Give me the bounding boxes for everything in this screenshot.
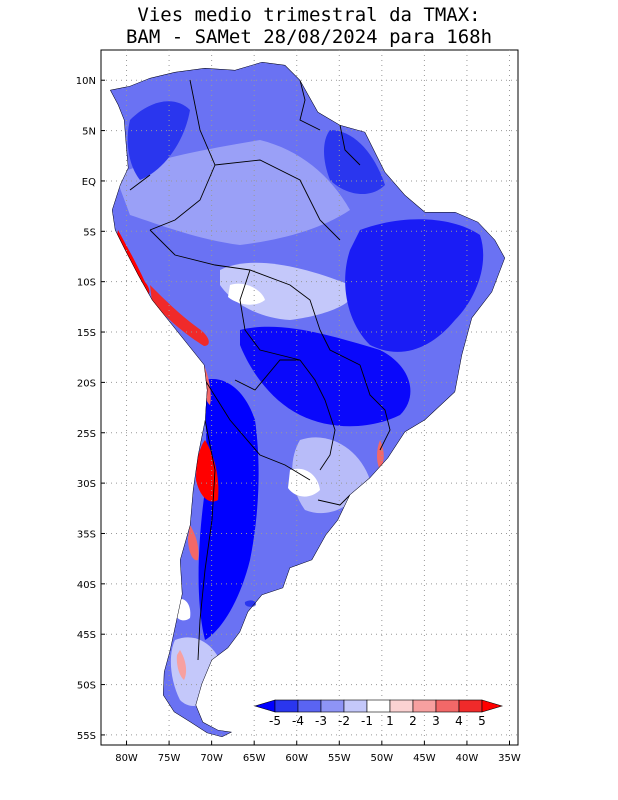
lat-tick-label: EQ [82,177,96,188]
lon-tick-label: 65W [243,753,266,764]
colorbar-box [389,699,414,713]
bias-core-andes-south [198,379,259,640]
colorbar-label: -1 [361,714,373,728]
map-title-line-1: Vies medio trimestral da TMAX: [137,4,481,26]
colorbar-label: 4 [455,714,463,728]
lat-tick-label: 40S [77,580,96,591]
bias-light-north [115,140,350,245]
bias-positive-fjords [176,650,187,680]
colorbar-box [274,699,299,713]
colorbar-label: -4 [292,714,304,728]
lat-tick-label: 45S [77,630,96,641]
colorbar-box [458,699,483,713]
colorbar-label: 1 [386,714,394,728]
bias-zero-patch-1 [228,283,265,305]
lon-tick-label: 75W [158,753,181,764]
colorbar-label: -5 [269,714,281,728]
lat-tick-label: 50S [77,681,96,692]
bias-positive-peru-andes [150,285,209,346]
bias-positive-south-brazil [377,440,384,470]
bias-core-guianas [324,130,385,195]
colorbar: -5 -4 -3 -2 -1 1 2 3 4 5 [253,699,504,728]
lat-tick-label: 5S [83,227,96,238]
colorbar-box [320,699,345,713]
lat-tick-label: 15S [77,328,96,339]
lon-tick-label: 60W [285,753,308,764]
lat-tick-label: 10N [76,76,96,87]
lon-tick-label: 55W [328,753,351,764]
lon-tick-label: 50W [371,753,394,764]
bias-light-central [220,262,354,320]
colorbar-label: -2 [338,714,350,728]
lat-tick-label: 55S [77,731,96,742]
colorbar-label: -3 [315,714,327,728]
colorbar-label: 3 [432,714,440,728]
country-borders [110,62,505,737]
colorbar-box [297,699,322,713]
bias-core-northeast [345,219,484,352]
bias-positive-central-chile [196,440,219,502]
lon-tick-label: 70W [200,753,223,764]
colorbar-box [412,699,437,713]
bias-core-central [240,326,411,427]
colorbar-cap-high [481,699,504,713]
lat-tick-label: 25S [77,429,96,440]
bias-zero-patch-2 [288,468,320,497]
colorbar-box [343,699,368,713]
map-title-line-2: BAM - SAMet 28/08/2024 para 168h [125,26,493,48]
lon-tick-label: 40W [456,753,479,764]
colorbar-box [366,699,391,713]
lon-tick-label: 35W [498,753,521,764]
bias-positive-south-chile [188,525,199,561]
lat-tick-label: 30S [77,479,96,490]
colorbar-label: 2 [409,714,417,728]
bias-core-northwest [127,101,190,180]
lat-tick-label: 5N [82,127,96,138]
lon-tick-label: 80W [115,753,138,764]
latitude-tick-labels: 10N 5N EQ 5S 10S 15S 20S 25S 30S 35S 40S 45S 50S 55S [76,76,105,742]
lat-tick-label: 10S [77,278,96,289]
lat-tick-label: 20S [77,378,96,389]
colorbar-label: 5 [478,714,486,728]
lat-tick-label: 35S [77,529,96,540]
colorbar-box [435,699,460,713]
longitude-tick-labels: 80W 75W 70W 65W 60W 55W 50W 45W 40W 35W [115,741,521,764]
lon-tick-label: 45W [413,753,436,764]
